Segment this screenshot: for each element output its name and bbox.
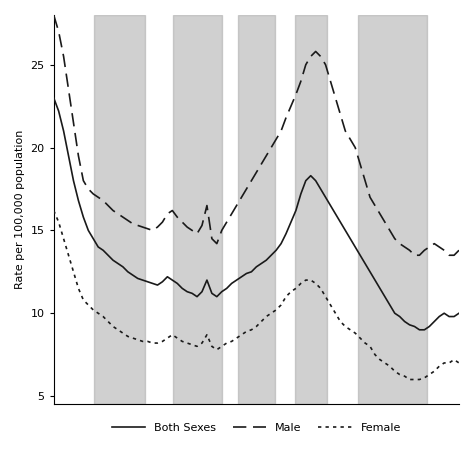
Bar [295, 15, 327, 404]
Bar [238, 15, 274, 404]
Bar [173, 15, 222, 404]
Y-axis label: Rate per 100,000 population: Rate per 100,000 population [15, 130, 25, 289]
Bar [358, 15, 427, 404]
Bar [94, 15, 145, 404]
Legend: Both Sexes, Male, Female: Both Sexes, Male, Female [108, 419, 405, 438]
